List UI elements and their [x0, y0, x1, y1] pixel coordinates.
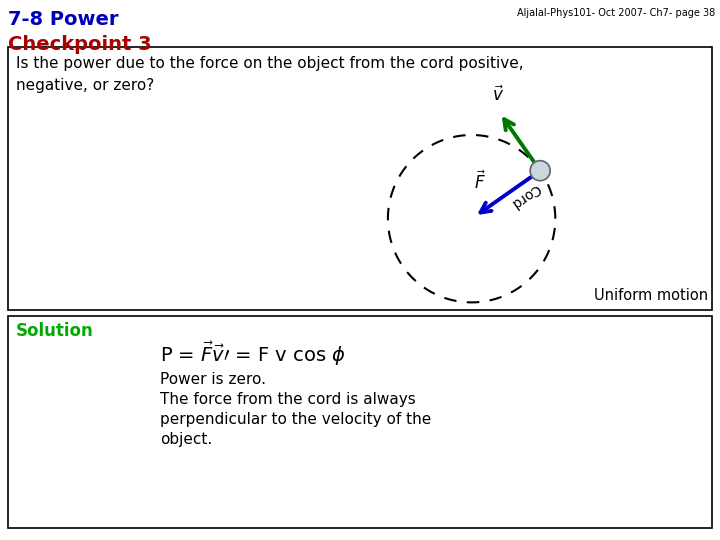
- Circle shape: [530, 161, 550, 181]
- Bar: [8, 316, 712, 528]
- Text: Solution: Solution: [16, 322, 94, 340]
- Text: Checkpoint 3: Checkpoint 3: [8, 35, 152, 54]
- Text: 7-8 Power: 7-8 Power: [8, 10, 119, 29]
- Text: Cord: Cord: [508, 180, 543, 211]
- Bar: [8, 47, 712, 310]
- Text: negative, or zero?: negative, or zero?: [16, 78, 154, 93]
- Text: perpendicular to the velocity of the: perpendicular to the velocity of the: [160, 412, 431, 427]
- Text: Is the power due to the force on the object from the cord positive,: Is the power due to the force on the obj…: [16, 56, 523, 71]
- Text: $\vec{v}$: $\vec{v}$: [492, 86, 504, 105]
- Text: object.: object.: [160, 432, 212, 447]
- Text: Power is zero.: Power is zero.: [160, 372, 266, 387]
- Text: The force from the cord is always: The force from the cord is always: [160, 392, 415, 407]
- Text: Aljalal-Phys101- Oct 2007- Ch7- page 38: Aljalal-Phys101- Oct 2007- Ch7- page 38: [517, 8, 715, 18]
- Text: P = $\vec{F}$$\vec{v}$$\prime$ = F v cos $\phi$: P = $\vec{F}$$\vec{v}$$\prime$ = F v cos…: [160, 340, 346, 368]
- Text: Uniform motion: Uniform motion: [594, 288, 708, 303]
- Text: $\vec{F}$: $\vec{F}$: [474, 171, 485, 193]
